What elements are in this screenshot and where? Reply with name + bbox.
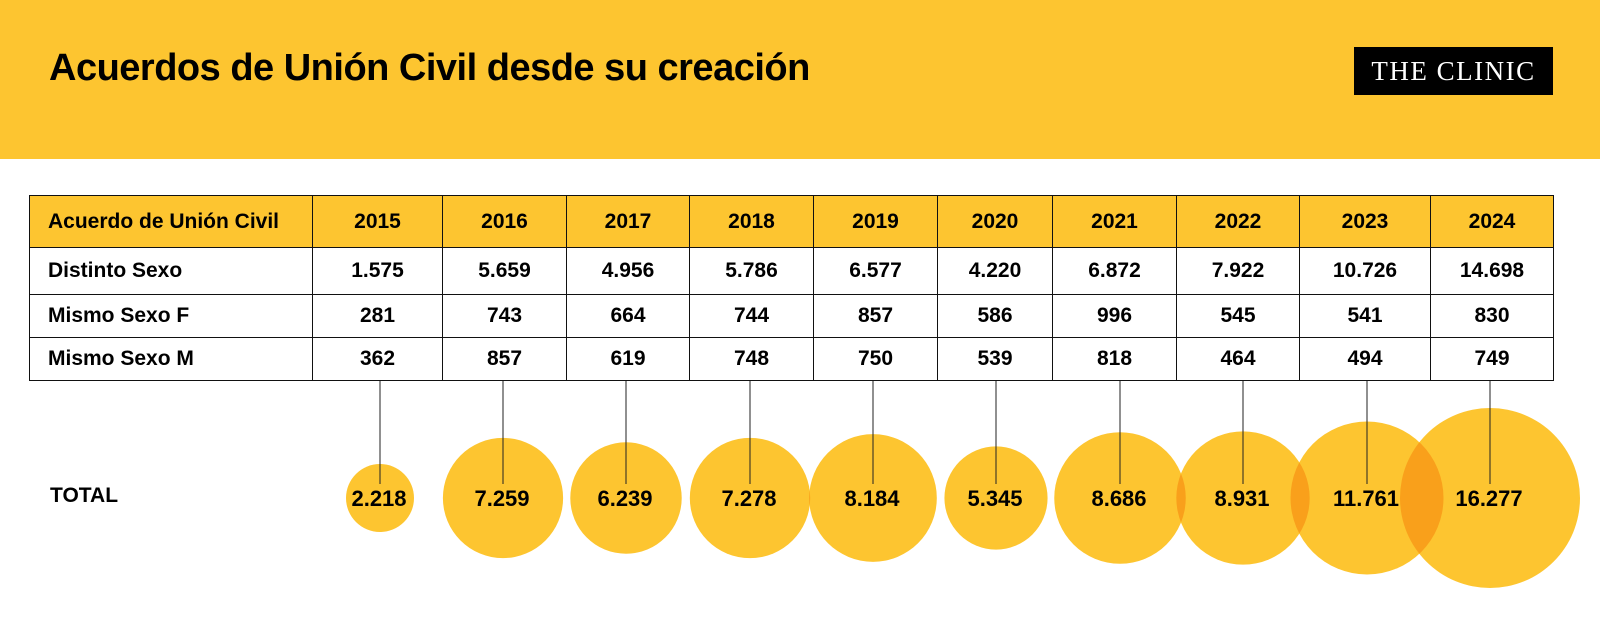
total-bubble	[689, 437, 811, 559]
table-cell: 748	[689, 337, 814, 381]
page-title: Acuerdos de Unión Civil desde su creació…	[49, 47, 810, 89]
total-bubble	[944, 446, 1048, 550]
bubble-labels: 2.218 7.259 6.239 7.278 8.184 5.345 8.686 8.931…	[351, 486, 1522, 511]
connector-lines	[379, 381, 1491, 484]
bubble-value-label: 16.277	[1455, 486, 1522, 511]
year-header: 2016	[442, 195, 567, 248]
bubble-value-label: 8.184	[844, 486, 900, 511]
table-cell: 4.956	[566, 247, 690, 295]
year-header: 2021	[1052, 195, 1177, 248]
table-cell: 539	[937, 337, 1053, 381]
table-cell: 464	[1176, 337, 1300, 381]
row-label: Mismo Sexo M	[29, 337, 313, 381]
table-cell: 7.922	[1176, 247, 1300, 295]
total-bubble	[442, 437, 564, 559]
table-cell: 619	[566, 337, 690, 381]
bubble-value-label: 8.686	[1091, 486, 1146, 511]
table-cell: 744	[689, 294, 814, 338]
table-cell: 281	[312, 294, 443, 338]
bubble-value-label: 7.278	[721, 486, 776, 511]
table-cell: 1.575	[312, 247, 443, 295]
corner-header: Acuerdo de Unión Civil	[29, 195, 313, 248]
bubble-value-label: 7.259	[474, 486, 529, 511]
table-cell: 10.726	[1299, 247, 1431, 295]
table-header-row: Acuerdo de Unión Civil 2015 2016 2017 20…	[29, 195, 1554, 248]
total-bubble	[809, 434, 937, 562]
bubble-value-label: 6.239	[597, 486, 652, 511]
year-header: 2018	[689, 195, 814, 248]
total-bubble	[1054, 432, 1186, 564]
table-cell: 830	[1430, 294, 1554, 338]
year-header: 2023	[1299, 195, 1431, 248]
year-header: 2017	[566, 195, 690, 248]
total-bubble	[1400, 408, 1580, 588]
total-bubble	[1176, 431, 1310, 565]
table-cell: 749	[1430, 337, 1554, 381]
bubbles-layer	[346, 408, 1580, 588]
year-header: 2020	[937, 195, 1053, 248]
total-bubble	[570, 442, 682, 554]
table-cell: 6.577	[813, 247, 938, 295]
table-cell: 6.872	[1052, 247, 1177, 295]
table-row: Distinto Sexo 1.575 5.659 4.956 5.786 6.…	[29, 247, 1554, 295]
table-cell: 5.786	[689, 247, 814, 295]
year-header: 2015	[312, 195, 443, 248]
year-header: 2019	[813, 195, 938, 248]
bubble-value-label: 11.761	[1333, 486, 1399, 511]
bubble-value-label: 5.345	[967, 486, 1022, 511]
table-cell: 494	[1299, 337, 1431, 381]
table-cell: 818	[1052, 337, 1177, 381]
year-header: 2022	[1176, 195, 1300, 248]
total-bubble	[1290, 421, 1444, 575]
table-cell: 857	[442, 337, 567, 381]
data-table: Acuerdo de Unión Civil 2015 2016 2017 20…	[29, 195, 1554, 381]
total-label: TOTAL	[50, 484, 119, 507]
bubble-value-label: 2.218	[351, 486, 406, 511]
brand-logo: THE CLINIC	[1354, 47, 1553, 95]
table-cell: 857	[813, 294, 938, 338]
bubble-value-label: 8.931	[1214, 486, 1269, 511]
header-band: Acuerdos de Unión Civil desde su creació…	[0, 0, 1600, 159]
year-header: 2024	[1430, 195, 1554, 248]
table-cell: 14.698	[1430, 247, 1554, 295]
table-row: Mismo Sexo M 362 857 619 748 750 539 818…	[29, 337, 1554, 381]
table-cell: 362	[312, 337, 443, 381]
total-bubble	[346, 464, 414, 532]
table-cell: 541	[1299, 294, 1431, 338]
